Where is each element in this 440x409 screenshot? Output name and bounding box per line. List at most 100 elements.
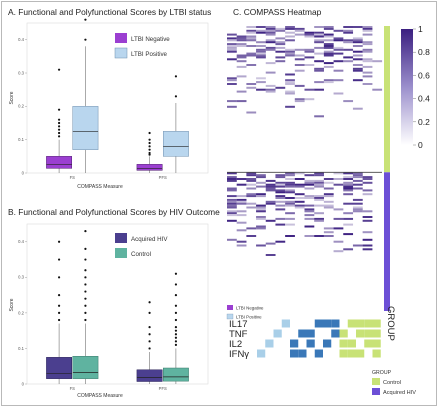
heatmap-cell (343, 217, 354, 220)
heatmap-cell (362, 75, 373, 78)
combination-cell (298, 329, 307, 338)
heatmap-cell (275, 204, 286, 207)
outlier-point (174, 318, 178, 322)
group-bar-control (384, 26, 390, 173)
heatmap-cell (333, 48, 344, 51)
heatmap-cell (323, 79, 334, 82)
heatmap-cell (256, 31, 266, 34)
heatmap-cell (314, 174, 324, 177)
heatmap-cell (362, 178, 373, 180)
heatmap-cell (294, 64, 305, 66)
heatmap-cell (256, 181, 266, 184)
group-legend: GROUP Control Acquired HIV (372, 370, 416, 396)
heatmap-cell (227, 172, 237, 175)
heatmap-cell (352, 244, 363, 247)
heatmap-mini-legend: LTBI Negative LTBI Positive (226, 305, 264, 320)
heatmap-cell (343, 233, 354, 236)
heatmap-cell (256, 176, 266, 179)
outlier-point (84, 258, 87, 261)
combination-cell (265, 339, 274, 348)
heatmap-cell (265, 185, 276, 188)
heatmap-cell (256, 54, 266, 57)
heatmap-cell (323, 181, 334, 184)
heatmap-cell (227, 37, 237, 40)
legend-label-ltbi-positive: LTBI Positive (131, 51, 168, 58)
heatmap-cell (362, 176, 373, 179)
heatmap-cell (246, 206, 257, 209)
heatmap-cell (285, 235, 295, 237)
heatmap-cell (285, 92, 295, 95)
heatmap-cell (362, 71, 373, 74)
outlier-point (174, 75, 178, 78)
heatmap-cell (304, 197, 315, 199)
outlier-point (148, 151, 151, 155)
heatmap-cell (265, 254, 276, 256)
heatmap-cell (236, 229, 247, 232)
heatmap-cell (304, 217, 315, 220)
heatmap-cell (256, 204, 266, 207)
heatmap-cell (227, 178, 237, 180)
box (72, 106, 99, 150)
outlier-point (57, 311, 61, 314)
group-bar-acquired-hiv (384, 172, 390, 311)
heatmap-cell (362, 219, 373, 222)
heatmap-cell (246, 26, 257, 28)
heatmap-cell (323, 35, 334, 38)
heatmap-cell (275, 185, 286, 188)
mini-label-ltbi-positive: LTBI Positive (236, 315, 262, 320)
heatmap-cell (236, 39, 247, 42)
heatmap-cell (285, 27, 295, 30)
heatmap-cell (294, 100, 305, 103)
heatmap-cell (362, 181, 373, 184)
heatmap-cell (343, 248, 354, 251)
heatmap-cell (285, 35, 295, 38)
outlier-point (174, 294, 178, 297)
panel-c-title: C. COMPASS Heatmap (233, 7, 322, 17)
heatmap-cell (304, 204, 315, 207)
heatmap-cell (236, 244, 247, 247)
mini-label-ltbi-negative: LTBI Negative (236, 306, 264, 311)
outlier-point (174, 95, 178, 98)
heatmap-cell (227, 198, 237, 201)
heatmap-cell (285, 174, 295, 177)
panel-a-xlabel: COMPASS Measure (77, 184, 123, 190)
heatmap-cell (236, 198, 247, 201)
panel-b-legend: Acquired HIV Control (115, 233, 168, 258)
gene-label-ifng: IFNγ (229, 349, 249, 360)
outlier-point (57, 118, 61, 121)
panel-a-ylabel: Score (9, 91, 15, 104)
outlier-point (57, 128, 61, 131)
heatmap-cell (323, 193, 334, 196)
heatmap-cell (333, 240, 344, 243)
heatmap-cell (285, 212, 295, 215)
heatmap-cell (275, 29, 286, 32)
heatmap-cell (294, 183, 305, 186)
heatmap-cell (275, 41, 286, 44)
heatmap-cell (275, 56, 286, 59)
heatmap-cell (333, 178, 344, 180)
heatmap-cell (362, 210, 373, 213)
colorbar-tick-label: 0.8 (418, 47, 430, 57)
heatmap-cell (362, 29, 373, 32)
heatmap-cell (246, 29, 257, 32)
heatmap-cell (236, 202, 247, 205)
heatmap-cell (236, 195, 247, 198)
heatmap-cell (246, 83, 257, 85)
heatmap-area (227, 26, 382, 311)
heatmap-cell (333, 69, 344, 72)
combination-cell (306, 329, 315, 338)
combination-cell (356, 329, 365, 338)
heatmap-cell (333, 217, 344, 220)
heatmap-cell (227, 77, 237, 80)
panel-b-boxes: 0 0.1 0.2 0.3 0.4 FS PFS (18, 230, 189, 391)
heatmap-cell (304, 64, 315, 66)
heatmap-cell (256, 29, 266, 32)
colorbar-tick-label: 0.6 (418, 70, 430, 80)
heatmap-cell (227, 179, 237, 182)
heatmap-cell (343, 48, 354, 51)
heatmap-cell (343, 178, 354, 180)
outlier-point (174, 272, 178, 275)
heatmap-cell (314, 88, 324, 91)
heatmap-cell (362, 48, 373, 51)
heatmap-cell (343, 31, 354, 34)
